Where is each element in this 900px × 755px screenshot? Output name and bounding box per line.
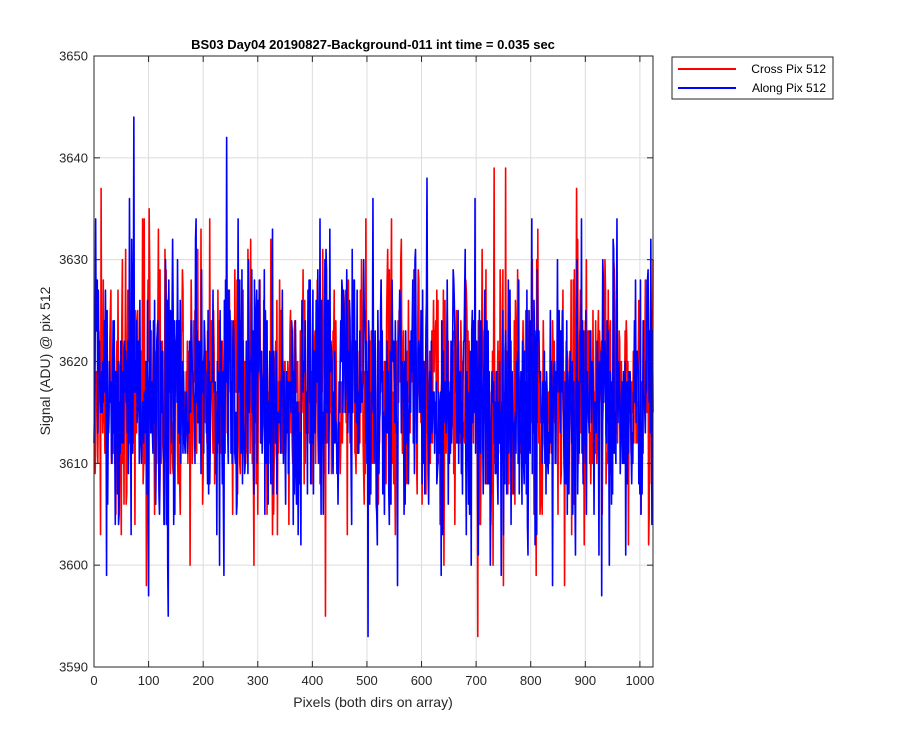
legend-label-along: Along Pix 512 <box>752 81 826 95</box>
x-tick-label: 1000 <box>625 673 654 688</box>
axis-ticks <box>93 55 653 668</box>
y-tick-label: 3610 <box>59 456 88 471</box>
y-tick-label: 3630 <box>59 252 88 267</box>
series-layer <box>93 116 654 638</box>
x-tick-label: 800 <box>520 673 542 688</box>
series-line-along-pix-512 <box>93 116 654 638</box>
y-tick-label: 3590 <box>59 660 88 675</box>
y-tick-label: 3600 <box>59 558 88 573</box>
y-tick-label: 3620 <box>59 354 88 369</box>
y-tick-label: 3640 <box>59 150 88 165</box>
x-tick-label: 300 <box>247 673 269 688</box>
y-tick-label: 3650 <box>59 49 88 64</box>
y-axis-label: Signal (ADU) @ pix 512 <box>37 286 53 435</box>
x-tick-label: 500 <box>356 673 378 688</box>
x-tick-label: 200 <box>192 673 214 688</box>
x-axis-label: Pixels (both dirs on array) <box>293 694 453 710</box>
legend-label-cross: Cross Pix 512 <box>751 62 826 76</box>
x-tick-label: 700 <box>465 673 487 688</box>
legend-box <box>671 56 834 100</box>
x-tick-label: 900 <box>574 673 596 688</box>
x-tick-label: 400 <box>302 673 324 688</box>
x-tick-label: 100 <box>138 673 160 688</box>
legend: Cross Pix 512 Along Pix 512 <box>671 56 834 100</box>
y-tick-labels: 3590 3600 3610 3620 3630 3640 3650 <box>59 49 88 675</box>
x-tick-label: 0 <box>90 673 97 688</box>
x-tick-label: 600 <box>411 673 433 688</box>
x-tick-labels: 0 100 200 300 400 500 600 700 800 900 1000 <box>90 673 654 688</box>
chart-title: BS03 Day04 20190827-Background-011 int t… <box>191 37 555 52</box>
